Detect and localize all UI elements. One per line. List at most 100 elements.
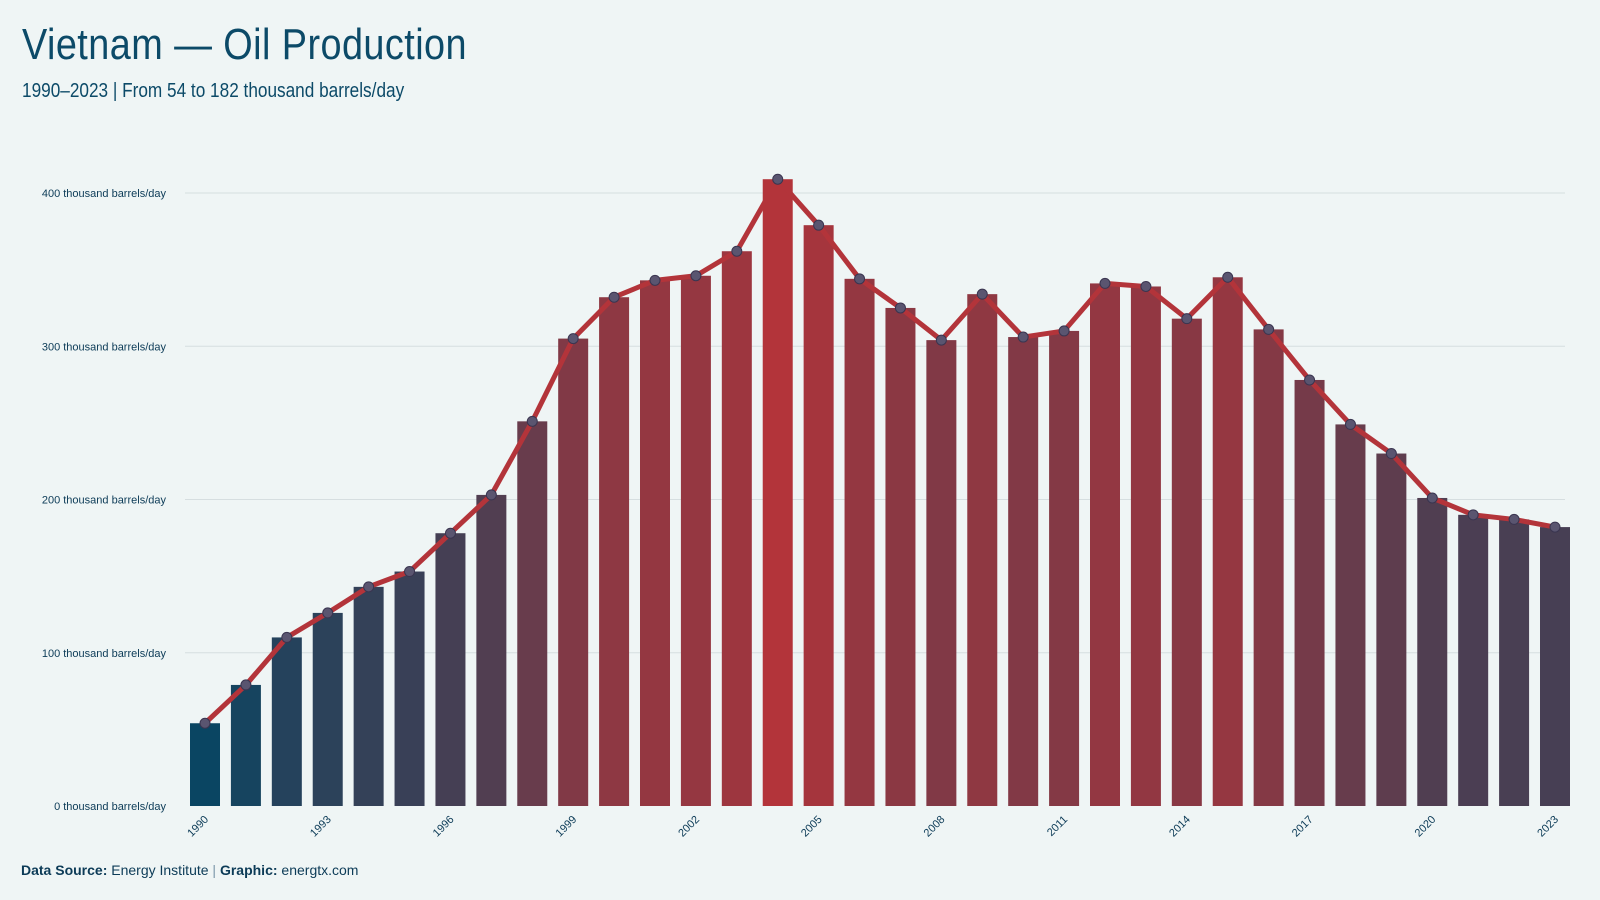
bar-2003 (721, 251, 752, 807)
y-tick-label: 0 thousand barrels/day (54, 801, 166, 813)
marker-1991 (240, 679, 252, 691)
marker-2018 (1344, 418, 1356, 430)
marker-2014 (1181, 313, 1193, 325)
source-label: Data Source: (21, 862, 108, 878)
marker-2003 (731, 245, 743, 257)
marker-2010 (1017, 331, 1029, 343)
x-tick-label: 2011 (1045, 814, 1070, 839)
bar-2017 (1294, 379, 1325, 806)
marker-1993 (322, 607, 334, 619)
bar-2009 (967, 294, 998, 806)
bar-1994 (353, 586, 384, 806)
marker-2011 (1058, 325, 1070, 337)
x-tick-label: 2020 (1413, 814, 1439, 840)
graphic-label: Graphic: (219, 862, 278, 878)
marker-2008 (935, 334, 947, 346)
marker-2009 (976, 288, 988, 300)
marker-2023 (1549, 521, 1561, 533)
bar-2023 (1540, 527, 1570, 806)
marker-2002 (690, 270, 702, 282)
marker-2000 (608, 291, 620, 303)
marker-1996 (444, 527, 456, 539)
marker-1997 (485, 489, 497, 501)
y-tick-label: 100 thousand barrels/day (42, 648, 167, 660)
footer-separator: | (212, 862, 217, 878)
bar-1996 (435, 533, 466, 806)
x-tick-label: 2002 (676, 814, 702, 840)
footer-credits: Data Source: Energy Institute | Graphic:… (21, 862, 358, 878)
y-tick-label: 200 thousand barrels/day (42, 495, 167, 507)
marker-1995 (404, 566, 416, 578)
marker-2001 (649, 274, 661, 286)
trend-line-path (202, 176, 1558, 726)
source-value: Energy Institute (111, 862, 209, 878)
marker-2015 (1222, 271, 1234, 283)
bar-2019 (1376, 453, 1407, 806)
bar-2002 (680, 275, 711, 806)
bar-1995 (394, 571, 425, 806)
bar-2011 (1049, 330, 1080, 806)
marker-1990 (199, 717, 211, 729)
x-tick-label: 1993 (308, 814, 334, 840)
bar-1993 (312, 612, 343, 806)
bar-2008 (926, 340, 957, 806)
bars (190, 179, 1570, 807)
bar-1990 (190, 723, 220, 806)
marker-2013 (1140, 280, 1152, 292)
x-tick-label: 1990 (185, 814, 211, 840)
marker-2007 (894, 302, 906, 314)
bar-2000 (599, 297, 630, 806)
x-tick-label: 2014 (1167, 814, 1193, 840)
x-tick-label: 2017 (1290, 814, 1316, 840)
x-tick-label: 2005 (799, 814, 825, 840)
graphic-value: energtx.com (281, 862, 359, 878)
bar-2012 (1090, 283, 1120, 807)
markers (199, 173, 1561, 729)
bar-2015 (1212, 277, 1243, 807)
x-tick-label: 1996 (431, 814, 457, 840)
marker-2016 (1263, 323, 1275, 335)
marker-2021 (1467, 509, 1479, 521)
bar-2018 (1335, 424, 1366, 806)
marker-2017 (1304, 374, 1316, 386)
bar-1999 (558, 338, 589, 806)
x-tick-label: 2023 (1535, 814, 1561, 840)
marker-1998 (526, 415, 538, 427)
marker-2005 (813, 219, 825, 231)
chart-subtitle: 1990–2023 | From 54 to 182 thousand barr… (22, 80, 405, 102)
marker-2006 (854, 273, 866, 285)
x-tick-label: 1999 (554, 814, 580, 840)
bar-1997 (476, 494, 507, 806)
bar-2005 (803, 225, 834, 806)
bar-2020 (1417, 497, 1448, 806)
bar-2021 (1458, 514, 1489, 806)
y-axis-ticks: 0 thousand barrels/day 100 thousand barre… (42, 188, 167, 813)
marker-2019 (1385, 448, 1397, 460)
bar-2010 (1008, 337, 1039, 806)
bar-2001 (640, 280, 670, 806)
x-tick-label: 2008 (922, 814, 948, 840)
bar-2006 (844, 278, 875, 806)
x-axis-ticks: 1990 1993 1996 1999 2002 2005 2008 2011 2014 2017… (185, 814, 1561, 840)
bar-2007 (885, 307, 916, 806)
y-tick-label: 300 thousand barrels/day (42, 341, 167, 353)
trend-line (202, 176, 1558, 726)
marker-2020 (1426, 492, 1438, 504)
bar-1991 (230, 684, 261, 806)
marker-2022 (1508, 513, 1520, 525)
marker-1994 (363, 581, 375, 593)
bar-1998 (517, 421, 548, 806)
marker-2004 (772, 173, 784, 185)
bar-2014 (1171, 318, 1202, 806)
bar-2016 (1253, 329, 1284, 806)
bar-2022 (1499, 519, 1530, 806)
marker-1992 (281, 631, 293, 643)
chart-title: Vietnam — Oil Production (22, 20, 467, 69)
y-tick-label: 400 thousand barrels/day (42, 188, 167, 200)
marker-2012 (1099, 277, 1111, 289)
bar-2013 (1130, 286, 1161, 806)
bar-1992 (271, 637, 302, 806)
bar-2004 (762, 179, 793, 806)
marker-1999 (567, 333, 579, 345)
